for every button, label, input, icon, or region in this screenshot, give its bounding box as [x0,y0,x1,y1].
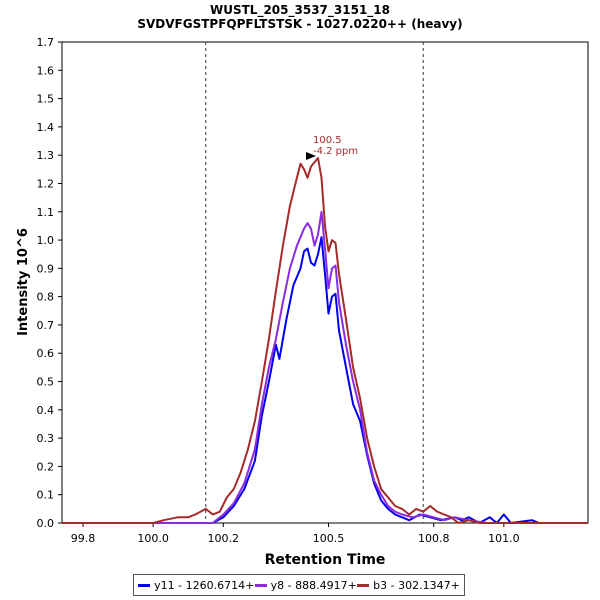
x-tick-label: 100.8 [418,532,450,545]
legend-item-y8: y8 - 888.4917+ [254,578,357,592]
y-tick-label: 1.0 [37,234,55,247]
y-tick-label: 0.1 [37,489,55,502]
y-axis-label: Intensity 10^6 [16,228,31,336]
legend-label-y8: y8 - 888.4917+ [270,578,357,592]
x-tick-label: 99.8 [71,532,96,545]
x-tick-label: 101.0 [488,532,520,545]
peak-annotation-rt: 100.5 [313,135,342,146]
peak-annotation-ppm: -4.2 ppm [313,146,358,157]
peak-marker: 100.5-4.2 ppm [305,135,358,161]
legend-swatch-y11 [138,583,151,587]
series-line-2 [62,157,588,524]
y-tick-label: 0.6 [37,347,55,360]
y-tick-label: 1.3 [37,149,55,162]
y-tick-label: 0.4 [37,404,55,417]
y-tick-label: 0.7 [37,319,55,332]
y-tick-label: 1.1 [37,206,55,219]
y-tick-label: 0.0 [37,517,55,530]
y-axis: 0.0 0.1 0.2 0.3 0.4 0.5 0.6 0.7 0.8 0.9 1.0 1.1 1.2 1… [37,36,62,530]
peak-marker-arrow [305,152,316,161]
y-tick-label: 1.2 [37,177,55,190]
y-tick-label: 1.6 [37,64,55,77]
legend-swatch-b3 [357,583,370,587]
integration-boundaries [205,42,424,523]
x-tick-label: 100.5 [313,532,345,545]
y-tick-label: 0.8 [37,291,55,304]
legend-swatch-y8 [254,583,267,587]
legend-item-b3: b3 - 302.1347+ [357,579,460,592]
x-tick-label: 100.2 [208,532,240,545]
x-axis: 99.8 100.0 100.2 100.5 100.8 101.0 [71,523,520,545]
legend-item-y11: y11 - 1260.6714+ [138,579,254,592]
series-line-1 [62,210,588,524]
series-lines [62,157,588,524]
chart-title: WUSTL_205_3537_3151_18 [210,3,390,17]
y-tick-label: 1.5 [37,93,55,106]
y-tick-label: 1.4 [37,121,55,134]
series-line-0 [62,236,588,524]
legend-label-b3: b3 - 302.1347+ [373,578,460,592]
y-tick-label: 0.2 [37,460,55,473]
y-tick-label: 0.3 [37,432,55,445]
x-tick-label: 100.0 [137,532,169,545]
chart-subtitle: SVDVFGSTPFQPFLTSTSK - 1027.0220++ (heavy… [137,17,463,31]
y-tick-label: 0.9 [37,262,55,275]
chart-legend: y11 - 1260.6714+ y8 - 888.4917+ b3 - 302… [133,574,465,596]
legend-label-y11: y11 - 1260.6714+ [154,578,255,592]
x-axis-label: Retention Time [265,552,386,568]
y-tick-label: 0.5 [37,376,55,389]
y-tick-label: 1.7 [37,36,55,49]
